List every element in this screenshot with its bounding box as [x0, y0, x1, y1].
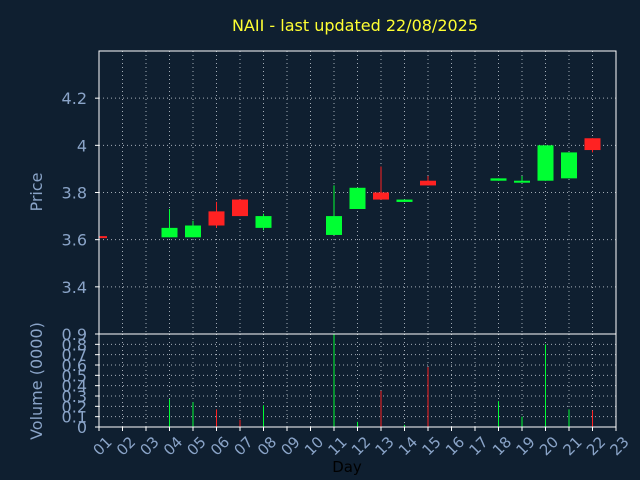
price-candles: [98, 138, 601, 239]
candle-body: [396, 199, 413, 202]
candle-body: [561, 152, 577, 179]
x-tick-label: 07: [231, 433, 257, 459]
x-tick-label: 11: [325, 433, 351, 459]
candle-body: [537, 145, 554, 181]
candle-body: [373, 192, 389, 200]
price-y-tick-label: 3.8: [62, 184, 87, 203]
x-tick-label: 10: [301, 433, 327, 459]
volume-y-tick-label: 0.1: [62, 408, 87, 427]
volume-y-tick-label: 0.7: [62, 346, 87, 365]
candle-body: [208, 211, 225, 226]
x-tick-label: 15: [419, 433, 445, 459]
candle-body: [232, 199, 248, 217]
x-tick-label: 14: [395, 433, 421, 459]
volume-y-tick-label: 0.3: [62, 387, 87, 406]
x-tick-label: 18: [489, 433, 515, 459]
candle-body: [514, 180, 530, 183]
volume-y-ticks: 00.10.20.30.40.50.60.70.80.9: [62, 325, 99, 437]
volume-grid: [98, 333, 617, 428]
price-y-ticks: 3.4 3.6 3.8 4 4.2: [62, 89, 99, 297]
x-tick-label: 22: [583, 433, 609, 459]
x-tick-label: 17: [466, 433, 492, 459]
volume-y-tick-label: 0.2: [62, 397, 87, 416]
x-tick-label: 13: [372, 433, 398, 459]
volume-y-tick-label: 0.4: [62, 377, 87, 396]
volume-x-axis-label: Day: [332, 458, 362, 476]
volume-y-tick-label: 0.5: [62, 366, 87, 385]
candle-body: [584, 138, 601, 151]
x-tick-label: 12: [348, 433, 374, 459]
candle-body: [326, 216, 342, 235]
x-tick-label: 02: [113, 433, 139, 459]
x-tick-label: 16: [442, 433, 468, 459]
x-tick-label: 01: [90, 433, 116, 459]
candle-body: [185, 225, 201, 238]
volume-y-tick-label: 0: [77, 418, 87, 437]
volume-plot-frame: [98, 333, 617, 428]
x-tick-label: 08: [254, 433, 280, 459]
price-y-tick-label: 4: [77, 136, 87, 155]
candle-body: [99, 236, 107, 239]
price-y-axis-label: Price: [27, 172, 46, 211]
volume-y-tick-label: 0.8: [62, 335, 87, 354]
chart-title: NAII - last updated 22/08/2025: [232, 16, 478, 35]
x-tick-label: 06: [207, 433, 233, 459]
volume-y-tick-label: 0.6: [62, 356, 87, 375]
volume-bars: [169, 334, 593, 427]
volume-x-ticks: 0102030405060708091011121314151617181920…: [90, 427, 633, 459]
candle-body: [420, 180, 436, 186]
x-tick-label: 23: [607, 433, 633, 459]
candle-body: [349, 187, 366, 210]
x-tick-label: 09: [278, 433, 304, 459]
candle-body: [490, 178, 507, 181]
x-tick-label: 20: [536, 433, 562, 459]
x-tick-label: 04: [160, 433, 186, 459]
volume-y-tick-label: 0.9: [62, 325, 87, 344]
x-tick-label: 19: [513, 433, 539, 459]
price-y-tick-label: 4.2: [62, 89, 87, 108]
candle-body: [255, 216, 272, 228]
x-tick-label: 21: [560, 433, 586, 459]
price-y-tick-label: 3.4: [62, 278, 87, 297]
price-y-tick-label: 3.6: [62, 231, 87, 250]
candle-body: [161, 227, 178, 238]
x-tick-label: 05: [184, 433, 210, 459]
x-tick-label: 03: [137, 433, 163, 459]
volume-y-axis-label: Volume (0000): [27, 322, 46, 440]
